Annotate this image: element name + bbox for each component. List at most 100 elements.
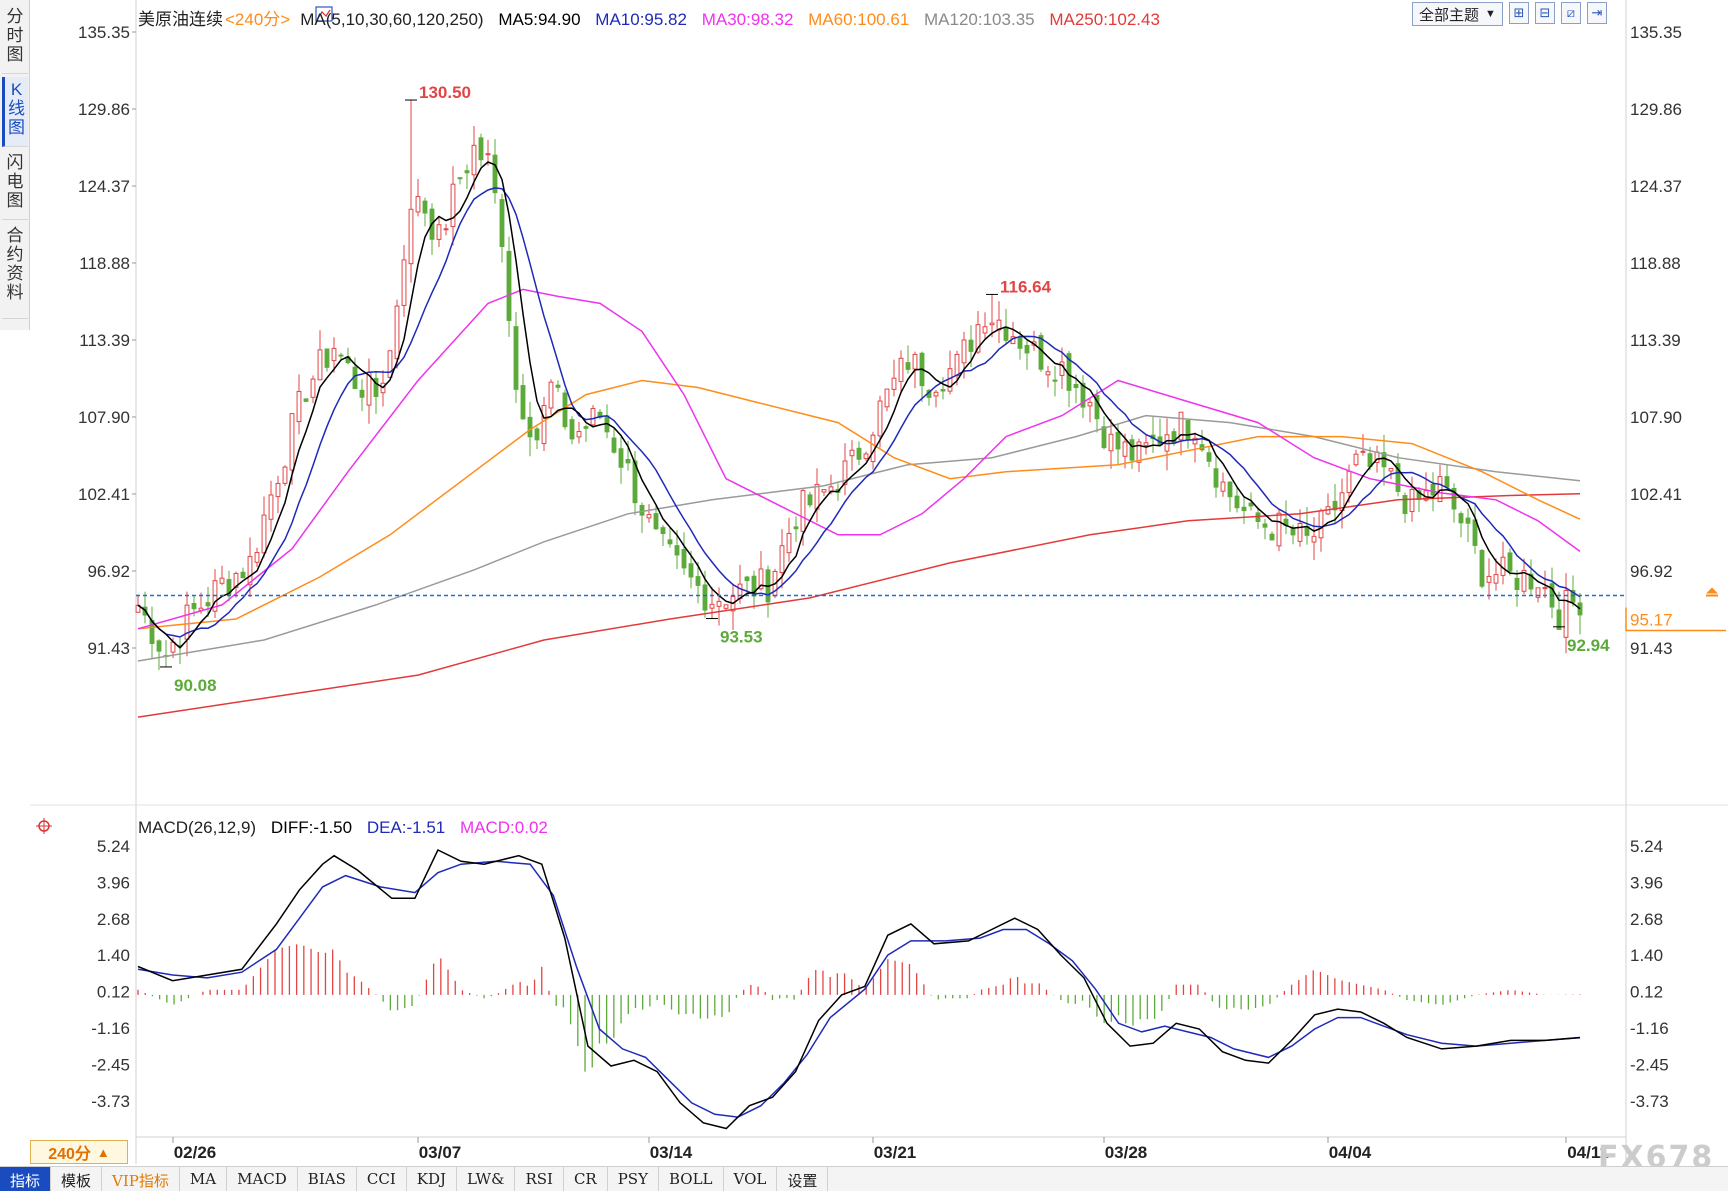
candle-body-143	[1136, 441, 1142, 463]
candle-body-65	[590, 408, 596, 426]
candle-body-117	[954, 353, 960, 377]
candle-body-138	[1101, 426, 1107, 449]
chart-canvas[interactable]: 135.35 135.35 129.86 129.86 124.37 124.37 118.…	[0, 0, 1728, 1166]
candle-body-173	[1346, 470, 1352, 494]
candle-body-102	[849, 449, 855, 457]
macd-ytick-right-6: -2.45	[1630, 1056, 1669, 1075]
candle-body-23	[296, 390, 302, 423]
candle-body-107	[884, 388, 890, 408]
candle-body-59	[548, 381, 554, 409]
candle-body-141	[1122, 441, 1128, 457]
candle-body-17	[254, 552, 260, 563]
candle-body-62	[569, 419, 575, 440]
move-right-button[interactable]: ⇥	[1586, 2, 1607, 24]
candle-body-165	[1290, 527, 1296, 536]
candle-body-43	[436, 224, 442, 240]
ma-config[interactable]: MA(5,10,30,60,120,250)	[300, 10, 484, 29]
side-tab-3[interactable]: 合约资料	[2, 223, 28, 319]
candle-body-39	[408, 208, 414, 265]
candle-body-127	[1024, 344, 1030, 354]
candle-body-3	[156, 640, 162, 652]
price-ytick-right-1: 129.86	[1630, 100, 1682, 119]
candle-body-26	[317, 349, 323, 381]
candle-body-182	[1409, 489, 1415, 513]
xtick-label-3: 03/21	[874, 1143, 917, 1162]
macd-ytick-left-3: 1.40	[97, 946, 130, 965]
candle-body-130	[1045, 371, 1051, 376]
price-ytick-left-0: 135.35	[78, 23, 130, 42]
candle-body-28	[331, 347, 337, 362]
period-label[interactable]: <240分>	[225, 10, 291, 29]
side-tab-2[interactable]: 闪电图	[2, 150, 28, 220]
price-ytick-right-6: 102.41	[1630, 485, 1682, 504]
indicator-tab-指标[interactable]: 指标	[0, 1167, 52, 1191]
candle-body-97	[814, 483, 820, 510]
price-ytick-right-8: 91.43	[1630, 639, 1673, 658]
candle-body-136	[1087, 401, 1093, 407]
macd-ytick-left-5: -1.16	[91, 1019, 130, 1038]
candle-body-36	[387, 350, 393, 378]
price-ytick-right-7: 96.92	[1630, 562, 1673, 581]
indicator-tab-bias[interactable]: BIAS	[298, 1167, 357, 1191]
indicator-tab-psy[interactable]: PSY	[608, 1167, 659, 1191]
candle-body-48	[471, 144, 477, 176]
indicator-tab-cci[interactable]: CCI	[357, 1167, 407, 1191]
candle-body-205	[1570, 590, 1576, 603]
price-ytick-left-7: 96.92	[87, 562, 130, 581]
candle-body-150	[1185, 419, 1191, 441]
candle-body-10	[205, 602, 211, 607]
candle-body-46	[457, 177, 463, 180]
price-ytick-right-5: 107.90	[1630, 408, 1682, 427]
candle-body-135	[1080, 382, 1086, 408]
candle-body-37	[394, 305, 400, 360]
indicator-tab-模板[interactable]: 模板	[51, 1167, 103, 1191]
ma-chart-icon-line	[317, 9, 331, 19]
dea-line	[137, 860, 1581, 1118]
candle-body-180	[1395, 463, 1401, 492]
zoom-out-button[interactable]: ⊟	[1534, 2, 1555, 24]
indicator-tab-vol[interactable]: VOL	[724, 1167, 778, 1191]
instrument-name: 美原油连续	[138, 10, 223, 29]
candle-body-38	[401, 259, 407, 306]
macd-ytick-left-1: 3.96	[97, 873, 130, 892]
candle-body-78	[681, 548, 687, 569]
candle-body-187	[1444, 476, 1450, 488]
indicator-tab-macd[interactable]: MACD	[227, 1167, 298, 1191]
candle-body-104	[863, 453, 869, 460]
zoom-in-button[interactable]: ⊞	[1508, 2, 1529, 24]
indicator-tab-lw&[interactable]: LW&	[457, 1167, 516, 1191]
candle-body-156	[1227, 481, 1233, 498]
indicator-tab-cr[interactable]: CR	[564, 1167, 608, 1191]
candle-body-106	[877, 400, 883, 437]
macd-ytick-right-4: 0.12	[1630, 983, 1663, 1002]
candle-body-70	[625, 459, 631, 464]
indicator-tab-kdj[interactable]: KDJ	[407, 1167, 457, 1191]
candle-body-174	[1353, 453, 1359, 466]
candle-body-126	[1017, 337, 1023, 349]
side-tab-0[interactable]: 分时图	[2, 4, 28, 74]
candle-body-137	[1094, 394, 1100, 420]
macd-ytick-left-7: -3.73	[91, 1092, 130, 1111]
ma5-value: MA5:94.90	[498, 10, 581, 29]
price-legend: 美原油连续 <240分> MA(5,10,30,60,120,250) MA5:94…	[138, 5, 1170, 30]
period-selector-label: 240分	[48, 1146, 91, 1163]
move-left-button[interactable]: ⧄	[1560, 2, 1581, 24]
theme-select[interactable]: 全部主题 ▼	[1412, 2, 1503, 26]
indicator-tab-ma[interactable]: MA	[180, 1167, 228, 1191]
macd-ytick-right-2: 2.68	[1630, 910, 1663, 929]
candle-body-193	[1486, 575, 1492, 583]
indicator-tab-vip指标[interactable]: VIP指标	[102, 1167, 180, 1191]
price-ytick-right-2: 124.37	[1630, 177, 1682, 196]
macd-ytick-left-0: 5.24	[97, 837, 130, 856]
candle-body-168	[1311, 535, 1317, 543]
macd-config[interactable]: MACD(26,12,9)	[138, 818, 257, 837]
candle-body-21	[282, 466, 288, 484]
price-ytick-right-0: 135.35	[1630, 23, 1682, 42]
indicator-tab-boll[interactable]: BOLL	[659, 1167, 724, 1191]
indicator-tab-设置[interactable]: 设置	[777, 1167, 829, 1191]
indicator-tab-rsi[interactable]: RSI	[515, 1167, 564, 1191]
candle-body-201	[1542, 587, 1548, 590]
period-selector-button[interactable]: 240分 ▲	[30, 1140, 128, 1164]
